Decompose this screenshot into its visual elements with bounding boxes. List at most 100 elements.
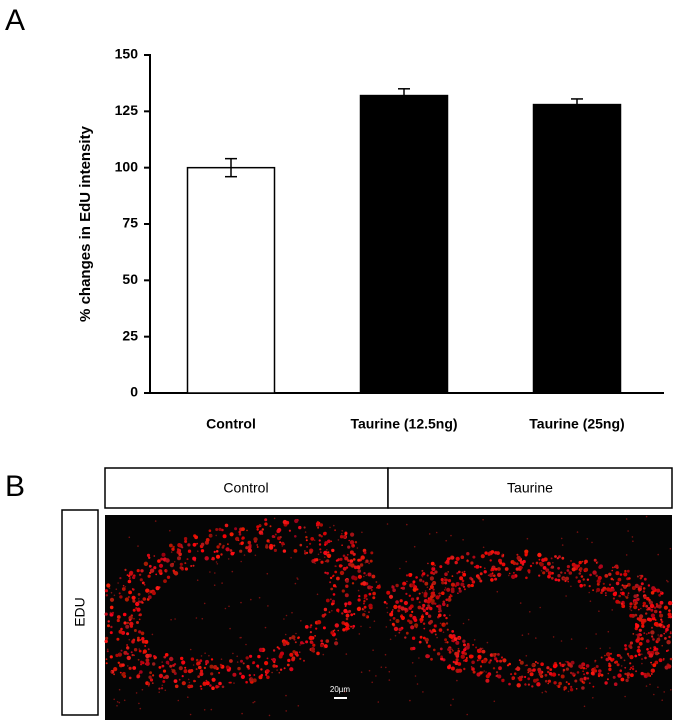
cell-signal: [624, 569, 627, 573]
cell-signal: [429, 585, 434, 589]
cell-signal: [579, 677, 584, 682]
cell-signal: [148, 675, 152, 679]
cell-signal: [613, 565, 617, 569]
cell-signal: [651, 635, 654, 638]
cell-signal: [348, 609, 352, 613]
cell-signal: [446, 587, 451, 592]
cell-signal: [443, 614, 446, 617]
cell-signal: [650, 591, 655, 595]
cell-signal: [109, 597, 115, 602]
cell-signal: [129, 624, 133, 628]
cell-signal: [172, 545, 175, 549]
cell-signal: [104, 612, 108, 616]
cell-signal: [408, 594, 411, 597]
cell-signal: [646, 596, 650, 601]
cell-signal: [406, 523, 408, 526]
cell-signal: [473, 639, 476, 641]
cell-signal: [449, 614, 451, 617]
cell-signal: [272, 664, 277, 668]
cell-signal: [604, 588, 606, 591]
cell-signal: [124, 597, 129, 602]
cell-signal: [190, 657, 195, 661]
cell-signal: [444, 587, 447, 589]
cell-signal: [365, 559, 369, 563]
cell-signal: [113, 673, 115, 676]
cell-signal: [498, 666, 502, 671]
cell-signal: [344, 556, 349, 561]
cell-signal: [256, 525, 260, 529]
cell-signal: [365, 615, 368, 618]
cell-signal: [562, 668, 566, 672]
cell-signal: [519, 602, 522, 604]
cell-signal: [640, 637, 644, 641]
cell-signal: [109, 631, 113, 635]
cell-signal: [580, 575, 584, 578]
cell-signal: [570, 660, 575, 665]
cell-signal: [138, 649, 142, 653]
cell-signal: [432, 602, 435, 605]
cell-signal: [422, 572, 426, 576]
cell-signal: [137, 593, 141, 596]
cell-signal: [350, 563, 355, 568]
cell-signal: [105, 662, 108, 665]
cell-signal: [635, 623, 640, 629]
cell-signal: [116, 705, 118, 707]
cell-signal: [410, 583, 415, 587]
cell-signal: [327, 551, 330, 554]
cell-signal: [630, 609, 633, 612]
cell-signal: [485, 678, 490, 683]
cell-signal: [211, 686, 215, 690]
cell-signal: [602, 582, 605, 585]
cell-signal: [624, 695, 626, 698]
cell-signal: [508, 574, 510, 577]
cell-signal: [267, 605, 269, 607]
cell-signal: [231, 570, 234, 573]
cell-signal: [363, 551, 367, 555]
cell-signal: [240, 601, 242, 604]
cell-signal: [117, 661, 121, 664]
cell-signal: [305, 536, 308, 539]
cell-signal: [576, 531, 579, 533]
cell-signal: [567, 580, 569, 583]
cell-signal: [393, 626, 399, 632]
cell-signal: [428, 588, 431, 591]
cell-signal: [471, 580, 476, 584]
cell-signal: [658, 652, 660, 655]
cell-signal: [299, 657, 302, 661]
cell-signal: [558, 555, 561, 559]
cell-signal: [331, 630, 334, 632]
cell-signal: [258, 596, 261, 599]
cell-signal: [482, 518, 484, 521]
cell-signal: [438, 594, 441, 597]
cell-signal: [601, 588, 605, 592]
cell-signal: [479, 671, 483, 675]
cell-signal: [133, 629, 137, 632]
cell-signal: [273, 548, 277, 553]
cell-signal: [461, 571, 464, 574]
cell-signal: [496, 590, 499, 593]
cell-signal: [121, 663, 125, 667]
cell-signal: [440, 657, 444, 661]
cell-signal: [380, 666, 383, 668]
column-label: Taurine: [507, 480, 553, 496]
cell-signal: [256, 546, 259, 548]
cell-signal: [273, 544, 276, 547]
cell-signal: [529, 672, 534, 677]
cell-signal: [479, 647, 483, 651]
cell-signal: [367, 572, 372, 577]
cell-signal: [158, 563, 164, 568]
cell-signal: [607, 654, 609, 656]
cell-signal: [461, 579, 465, 583]
cell-signal: [334, 570, 338, 574]
cell-signal: [524, 553, 528, 557]
cell-signal: [268, 541, 271, 544]
cell-signal: [620, 677, 625, 682]
cell-signal: [519, 675, 521, 678]
cell-signal: [330, 540, 333, 543]
cell-signal: [479, 579, 483, 583]
cell-signal: [636, 648, 641, 653]
cell-signal: [297, 705, 300, 707]
cell-signal: [145, 661, 150, 666]
cell-signal: [424, 637, 429, 643]
cell-signal: [426, 654, 430, 658]
